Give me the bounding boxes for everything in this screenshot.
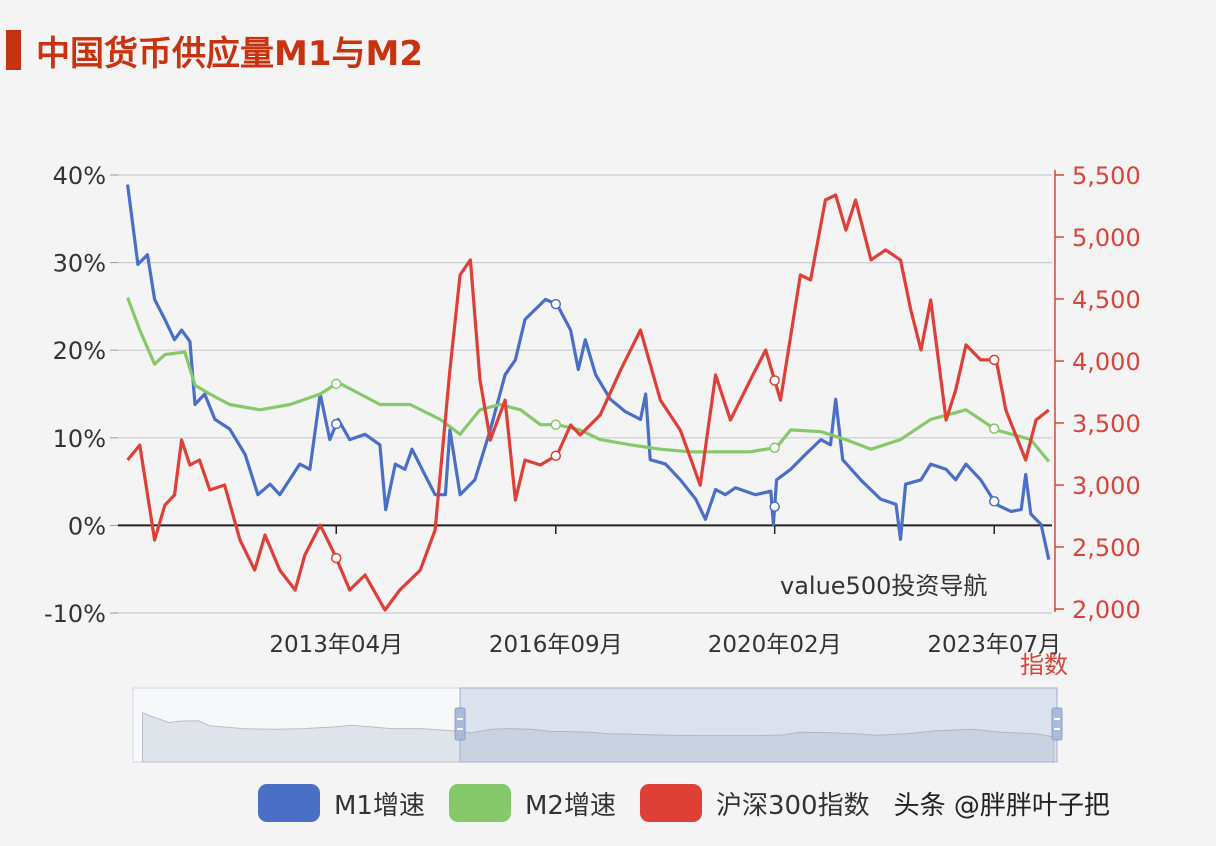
- data-zoom-slider[interactable]: [132, 687, 1063, 763]
- y-right-tick-label: 3,500: [1072, 410, 1141, 438]
- y-axis-right: 2,000 2,500 3,000 3,500 4,000 4,500 5,000 5,500: [1054, 162, 1141, 624]
- y-axis-left: -10% 0% 10% 20% 30% 40%: [44, 162, 118, 628]
- x-tick-label: 2016年09月: [489, 632, 623, 658]
- grid: [118, 174, 1052, 614]
- series-line-1: [126, 297, 1051, 463]
- legend-swatch-m2: [448, 784, 511, 822]
- series-marker-2: [769, 375, 780, 386]
- series-line-0: [126, 184, 1051, 560]
- series-marker-1: [550, 419, 562, 430]
- series-lines: [126, 184, 1051, 612]
- zoom-selected-range: [459, 687, 1058, 763]
- x-tick-label: 2023年07月: [927, 632, 1061, 658]
- y-right-tick-label: 5,000: [1072, 224, 1141, 252]
- y-right-tick-label: 5,500: [1072, 162, 1141, 190]
- y-left-tick-label: 20%: [53, 337, 106, 365]
- credit-text: 头条 @胖胖叶子把: [893, 790, 1110, 821]
- series-marker-1: [988, 423, 1000, 434]
- y-right-tick-label: 4,000: [1072, 348, 1141, 376]
- series-marker-2: [988, 354, 1000, 366]
- x-tick-label: 2013年04月: [269, 632, 403, 658]
- title-accent-bar: [6, 30, 21, 70]
- y-right-tick-label: 2,000: [1072, 596, 1141, 624]
- series-marker-1: [769, 442, 780, 454]
- legend-swatch-m1: [258, 784, 320, 822]
- series-marker-0: [988, 496, 1000, 507]
- y-right-tick-label: 4,500: [1072, 286, 1141, 314]
- legend-swatch-hs300: [639, 784, 702, 822]
- series-marker-2: [550, 450, 562, 462]
- zoom-preview-area: [141, 711, 1055, 763]
- chart-title: 中国货币供应量M1与M2: [36, 34, 423, 74]
- x-tick-label: 2020年02月: [708, 632, 842, 658]
- legend-label-m2: M2增速: [524, 790, 616, 821]
- series-marker-0: [331, 418, 342, 430]
- y-right-tick-label: 3,000: [1072, 472, 1141, 500]
- legend-label-m1: M1增速: [334, 790, 425, 821]
- legend: M1增速 M2增速 沪深300指数 头条 @胖胖叶子把: [258, 784, 1110, 822]
- legend-item-m2[interactable]: M2增速: [448, 784, 616, 822]
- y-left-tick-label: -10%: [44, 600, 106, 628]
- y-left-tick-label: 30%: [53, 250, 106, 278]
- series-marker-1: [331, 378, 342, 390]
- legend-label-hs300: 沪深300指数: [715, 790, 870, 821]
- right-axis-label: 指数: [1020, 651, 1068, 679]
- zoom-handle-left[interactable]: [454, 707, 466, 741]
- series-line-2: [126, 193, 1050, 612]
- y-right-tick-label: 2,500: [1072, 534, 1141, 562]
- y-left-tick-label: 40%: [53, 162, 106, 190]
- series-marker-2: [331, 552, 342, 564]
- zoom-handle-right[interactable]: [1051, 707, 1063, 741]
- y-left-tick-label: 10%: [53, 425, 106, 453]
- watermark-text: value500投资导航: [780, 572, 987, 600]
- x-axis: 2013年04月 2016年09月 2020年02月 2023年07月: [269, 526, 1061, 658]
- legend-item-hs300[interactable]: 沪深300指数: [639, 784, 870, 822]
- series-marker-0: [550, 298, 562, 310]
- y-left-tick-label: 0%: [68, 512, 106, 540]
- legend-item-m1[interactable]: M1增速: [258, 784, 425, 822]
- series-marker-0: [769, 501, 780, 512]
